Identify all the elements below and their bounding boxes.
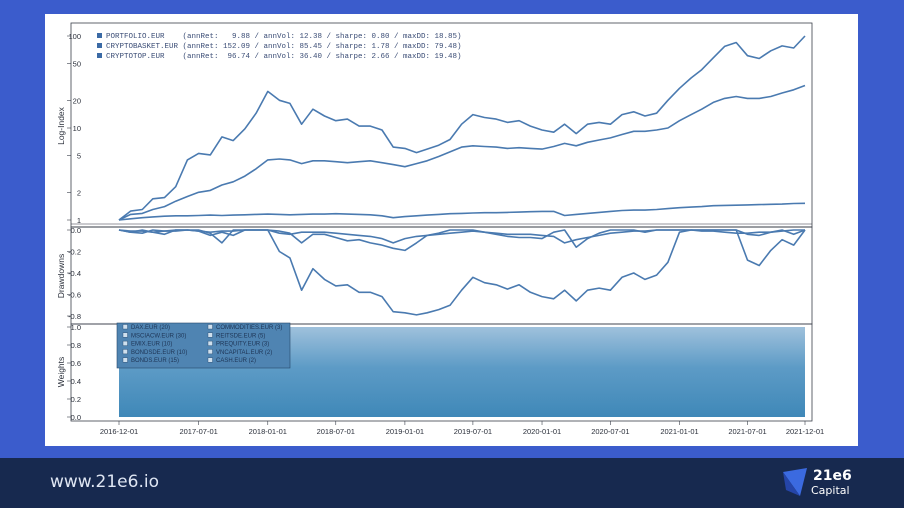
weights-legend-swatch [122,332,128,338]
xtick-label: 2019-07-01 [454,427,492,436]
weights-legend-swatch [207,340,213,346]
xtick-label: 2018-07-01 [317,427,355,436]
weights-ylabel: Weights [56,357,66,388]
xtick-label: 2019-01-01 [386,427,424,436]
drawdown-ytick-label: -0.4 [68,269,81,278]
weights-legend-entry: BONDS.EUR (15) [131,358,179,364]
weights-legend-entry: CASH.EUR (2) [216,358,256,364]
weights-legend-swatch [122,357,128,363]
weights-ytick-label: 0.0 [71,413,81,422]
legend-swatch-cryptobasket [97,43,102,48]
weights-legend-entry: EMIX.EUR (10) [131,342,172,348]
legend-entry-cryptobasket: CRYPTOBASKET.EUR (annRet: 152.09 / annVo… [106,43,462,51]
legend-swatch-portfolio [97,33,102,38]
weights-ytick-label: 0.4 [71,377,81,386]
index-ytick-label: 10 [73,124,81,133]
legend-entry-portfolio: PORTFOLIO.EUR (annRet: 9.88 / annVol: 12… [106,33,462,41]
company-logo: 21e6 Capital [780,466,852,502]
xtick-label: 2016-12-01 [100,427,138,436]
footer-bar: www.21e6.io [0,458,904,508]
weights-ytick-label: 0.8 [71,341,81,350]
drawdown-ytick-label: 0.0 [71,226,81,235]
xtick-label: 2020-07-01 [591,427,629,436]
weights-legend-swatch [122,340,128,346]
weights-legend-swatch [122,324,128,330]
index-line-cryptobasket [118,35,806,221]
index-ylabel: Log-Index [56,106,66,145]
index-ytick-label: 100 [68,32,81,41]
weights-legend-entry: COMMODITIES.EUR (3) [216,325,282,331]
logo-brand: 21e6 [813,468,852,484]
logo-mark-icon [783,468,807,496]
index-line-cryptotop [118,84,806,221]
weights-ytick-label: 0.6 [71,359,81,368]
drawdown-ytick-label: -0.2 [68,248,81,257]
weights-legend-entry: REITSDE.EUR (5) [216,333,265,339]
logo-sub: Capital [811,484,850,497]
drawdown-ylabel: Drawdowns [56,254,66,298]
index-legend: PORTFOLIO.EUR (annRet: 9.88 / annVol: 12… [97,33,462,61]
weights-legend-entry: MSCIACW.EUR (30) [131,333,186,339]
legend-swatch-cryptotop [97,53,102,58]
xtick-label: 2021-01-01 [660,427,698,436]
axis-ticks: 1 2 5 10 20 50 100 0.0 -0.2 -0.4 -0.6 -0.8 0.0 0.2 0.4… [67,32,824,436]
xtick-label: 2018-01-01 [249,427,287,436]
index-ytick-label: 50 [73,60,81,69]
weights-plot-frame [70,323,813,422]
index-ytick-label: 1 [77,216,81,225]
drawdown-line-cryptotop [118,229,806,252]
drawdown-ytick-label: -0.6 [68,291,81,300]
xtick-label: 2021-07-01 [728,427,766,436]
xtick-label: 2020-01-01 [523,427,561,436]
weights-legend-swatch [207,332,213,338]
weights-legend: DAX.EUR (20) MSCIACW.EUR (30) EMIX.EUR (10… [116,322,291,369]
drawdown-plot-frame [70,226,813,325]
website-url[interactable]: www.21e6.io [50,472,159,492]
drawdown-ytick-label: -0.8 [68,312,81,321]
xtick-label: 2021-12-01 [786,427,824,436]
legend-entry-cryptotop: CRYPTOTOP.EUR (annRet: 96.74 / annVol: 3… [106,53,462,61]
weights-legend-swatch [207,349,213,355]
weights-legend-entry: DAX.EUR (20) [131,325,170,331]
weights-ytick-label: 1.0 [71,323,81,332]
weights-legend-swatch [122,349,128,355]
series-lines [118,35,806,316]
index-ytick-label: 2 [77,188,81,197]
weights-legend-entry: BONDSDE.EUR (10) [131,350,187,356]
weights-legend-swatch [207,357,213,363]
weights-legend-entry: PREQUITY.EUR (3) [216,342,269,348]
weights-ytick-label: 0.2 [71,395,81,404]
chart-panel: Log-Index Drawdowns Weights 1 2 5 10 20 50 100… [45,14,858,446]
weights-legend-box [116,322,291,369]
weights-legend-swatch [207,324,213,330]
weights-legend-entry: VNCAPITAL.EUR (2) [216,350,272,356]
index-ytick-label: 20 [73,96,81,105]
index-ytick-label: 5 [77,152,81,161]
xtick-label: 2017-07-01 [179,427,217,436]
chart-svg: Log-Index Drawdowns Weights 1 2 5 10 20 50 100… [56,22,824,436]
index-line-portfolio [118,202,806,221]
